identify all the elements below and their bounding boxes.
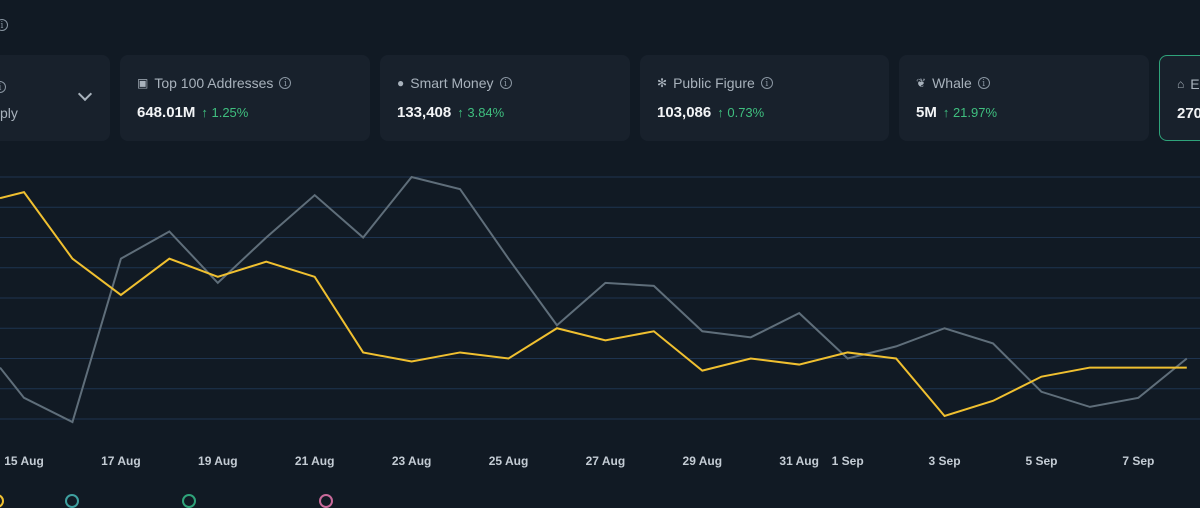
info-icon[interactable]: i — [760, 77, 773, 89]
x-tick-label: 19 Aug — [198, 454, 238, 468]
card-label: Whale — [932, 75, 972, 91]
x-tick-label: 15 Aug — [4, 454, 44, 468]
legend-dot[interactable] — [182, 493, 196, 508]
card-change: ↑ 1.25% — [201, 105, 249, 120]
info-icon[interactable]: i — [0, 81, 6, 93]
bank-icon: ⌂ — [1177, 77, 1185, 91]
x-tick-label: 31 Aug — [779, 454, 819, 468]
card-public-figure[interactable]: ✻ Public Figure i 103,086 ↑ 0.73% — [640, 55, 889, 141]
card-change: ↑ 21.97% — [942, 105, 998, 120]
card-value: 648.01M — [137, 104, 196, 121]
line-chart: 15 Aug 17 Aug 19 Aug 21 Aug 23 Aug 25 Aug 27 A… — [0, 175, 1200, 468]
x-tick-label: 17 Aug — [101, 454, 141, 468]
card-label: E — [1190, 76, 1200, 92]
card-smart-money[interactable]: ● Smart Money i 133,408 ↑ 3.84% — [380, 55, 630, 141]
legend-dot[interactable] — [319, 493, 333, 508]
supply-selector-card[interactable]: i ply — [0, 55, 110, 141]
card-change: ↑ 3.84% — [457, 105, 505, 120]
card-value: 270 — [1177, 105, 1200, 122]
card-label: Public Figure — [673, 75, 755, 91]
card-value: 5M — [916, 104, 937, 121]
info-icon[interactable]: i — [279, 77, 292, 89]
x-tick-label: 29 Aug — [683, 454, 723, 468]
x-tick-label: 25 Aug — [489, 454, 529, 468]
x-tick-label: 23 Aug — [392, 454, 432, 468]
lightbulb-icon: ✻ — [657, 76, 668, 90]
info-icon[interactable]: i — [499, 77, 512, 89]
card-whale[interactable]: ❦ Whale i 5M ↑ 21.97% — [899, 55, 1149, 141]
sunglasses-icon: ● — [397, 76, 405, 90]
money-icon: ▣ — [137, 76, 149, 90]
x-tick-label: 1 Sep — [832, 454, 864, 468]
chart-legend — [0, 493, 338, 508]
x-tick-label: 27 Aug — [586, 454, 626, 468]
card-value: 133,408 — [397, 104, 452, 121]
card-change: ↑ 0.73% — [717, 105, 765, 120]
info-icon[interactable]: i — [0, 19, 8, 31]
series-line — [0, 175, 1188, 424]
card-label: Smart Money — [410, 75, 494, 91]
supply-label: ply — [0, 105, 18, 121]
card-top-100-addresses[interactable]: ▣ Top 100 Addresses i 648.01M ↑ 1.25% — [120, 55, 370, 141]
series-line — [0, 190, 1187, 418]
info-icon[interactable]: i — [977, 77, 990, 89]
chevron-down-icon[interactable] — [77, 86, 93, 102]
card-exchange-selected[interactable]: ⌂ E 270 — [1159, 55, 1200, 141]
card-value: 103,086 — [657, 104, 712, 121]
x-tick-label: 7 Sep — [1122, 454, 1154, 468]
x-tick-label: 3 Sep — [929, 454, 961, 468]
card-label: Top 100 Addresses — [154, 75, 274, 91]
legend-dot[interactable] — [0, 493, 4, 508]
legend-dot[interactable] — [65, 493, 79, 508]
x-tick-label: 21 Aug — [295, 454, 335, 468]
whale-icon: ❦ — [916, 76, 927, 90]
x-tick-label: 5 Sep — [1025, 454, 1057, 468]
